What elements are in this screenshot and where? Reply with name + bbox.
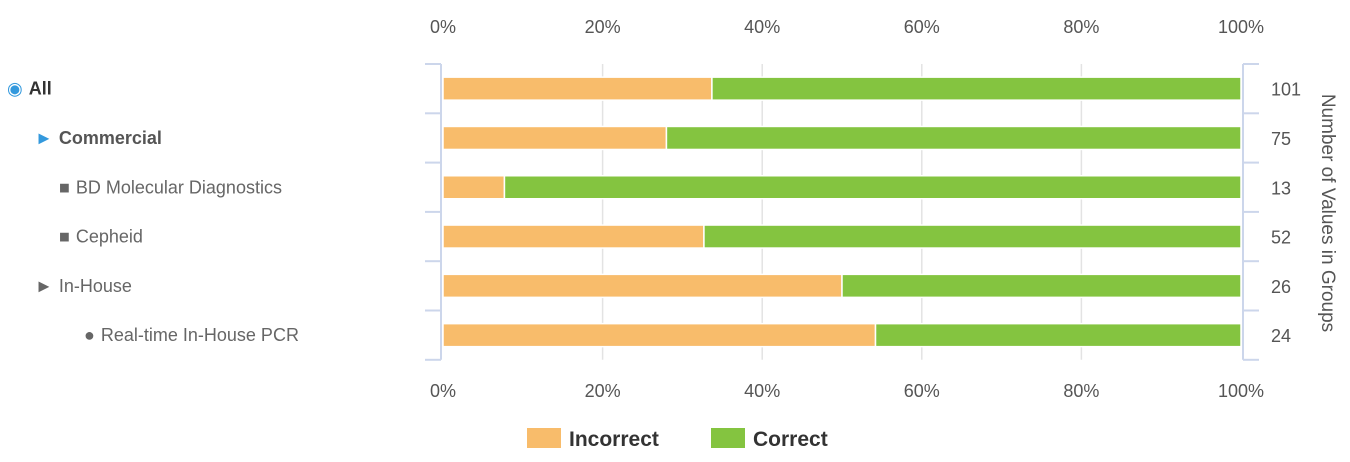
bar-segment-correct [665,125,1242,151]
bar-segment-incorrect [442,76,713,101]
x-tick-label-bottom: 20% [585,381,621,401]
category-label-text: Commercial [59,128,162,148]
category-marker-icon: ● [84,325,95,345]
legend-label: Correct [753,428,828,451]
category-label-text: In-House [59,276,132,296]
legend-swatch-correct [711,428,745,448]
x-tick-label-bottom: 40% [744,381,780,401]
x-tick-label-bottom: 80% [1063,381,1099,401]
category-label: ■ BD Molecular Diagnostics [59,177,282,197]
category-label: ► In-House [35,276,132,296]
bar-segment-incorrect [442,224,705,249]
category-marker-icon: ■ [59,177,70,197]
right-axis-title: Number of Values in Groups [1317,94,1338,332]
group-count-label: 26 [1271,277,1291,297]
group-count-label: 101 [1271,80,1301,100]
category-label: ◉ All [7,79,52,99]
bar-segment-incorrect [442,125,668,151]
legend-label: Incorrect [569,428,659,451]
group-count-label: 13 [1271,178,1291,198]
bar-segment-correct [841,273,1242,299]
x-tick-label-top: 0% [430,17,456,37]
category-label: ● Real-time In-House PCR [84,325,299,345]
bar-segment-correct [874,322,1242,348]
category-label-text: Cepheid [76,227,143,247]
x-tick-label-top: 100% [1218,17,1264,37]
bar-segment-incorrect [442,273,843,299]
category-marker-icon: ► [35,276,53,296]
bar-segment-incorrect [442,322,877,348]
x-tick-label-top: 40% [744,17,780,37]
category-label: ► Commercial [35,128,162,148]
category-marker-icon: ◉ [7,79,23,99]
group-count-label: 52 [1271,228,1291,248]
x-tick-label-top: 60% [904,17,940,37]
x-tick-label-bottom: 60% [904,381,940,401]
category-label-text: BD Molecular Diagnostics [76,177,282,197]
bar-segment-incorrect [442,175,506,200]
bar-segment-correct [503,175,1242,200]
bar-segment-correct [711,76,1242,101]
category-label: ■ Cepheid [59,227,143,247]
bar-segment-correct [703,224,1242,249]
x-tick-label-bottom: 100% [1218,381,1264,401]
x-tick-label-top: 80% [1063,17,1099,37]
category-marker-icon: ► [35,128,53,148]
category-marker-icon: ■ [59,227,70,247]
group-count-label: 75 [1271,129,1291,149]
category-label-text: All [29,79,52,99]
x-tick-label-bottom: 0% [430,381,456,401]
category-label-text: Real-time In-House PCR [101,325,299,345]
x-tick-label-top: 20% [585,17,621,37]
group-count-label: 24 [1271,326,1291,346]
legend-swatch-incorrect [527,428,561,448]
